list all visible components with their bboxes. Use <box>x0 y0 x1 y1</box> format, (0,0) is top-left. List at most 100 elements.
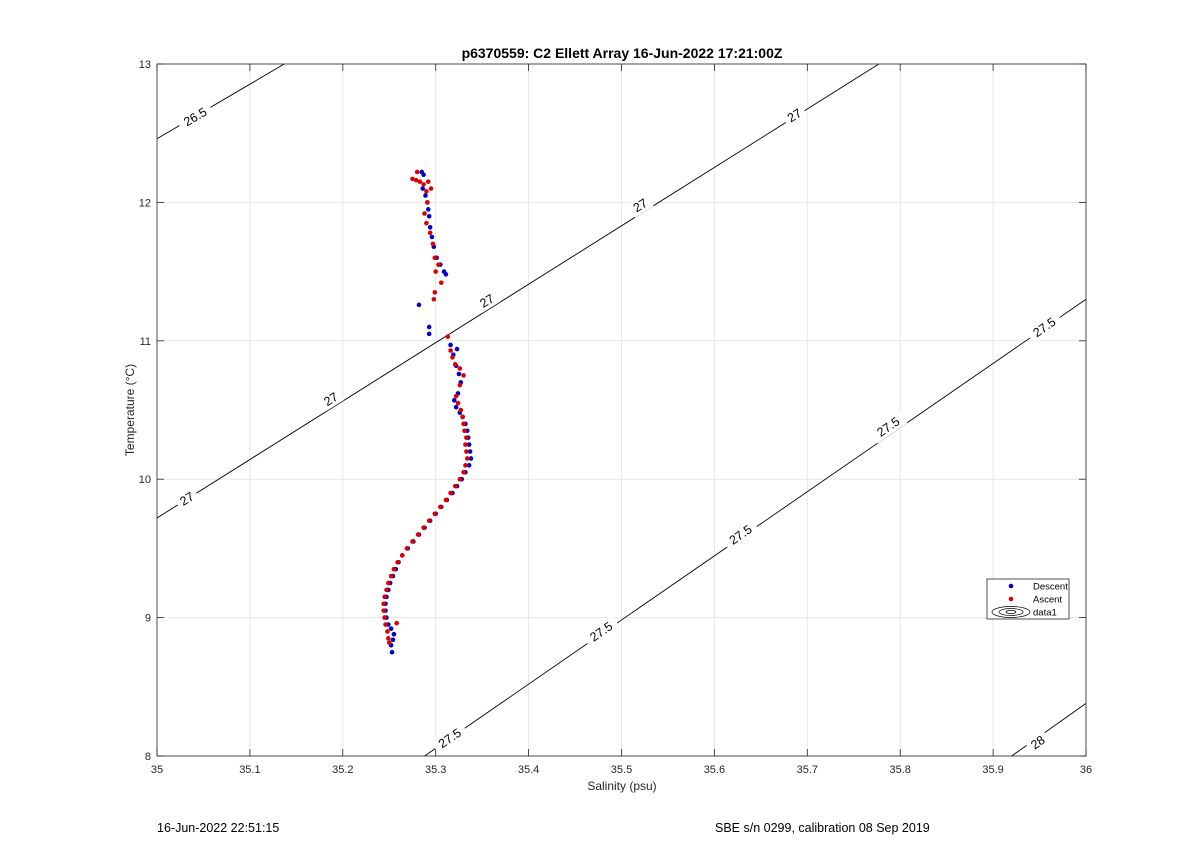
isopycnal-label-bg <box>721 517 760 552</box>
isopycnal-label-text: 27 <box>631 196 650 215</box>
series-ascent <box>381 169 470 645</box>
data-point-ascent <box>399 553 405 558</box>
data-point-ascent <box>463 442 468 447</box>
isopycnal-label-bg <box>317 386 345 412</box>
data-point-ascent <box>395 559 400 565</box>
data-point-ascent <box>464 456 470 461</box>
data-point-ascent <box>461 421 466 427</box>
data-point-ascent <box>415 532 421 537</box>
data-point-descent <box>448 342 453 348</box>
legend-label-descent: Descent <box>1033 582 1068 593</box>
data-point-ascent <box>381 601 386 607</box>
data-point-ascent <box>463 463 468 468</box>
contour-legend-ring <box>991 606 1031 618</box>
data-point-descent <box>423 193 428 198</box>
data-point-ascent <box>427 230 433 236</box>
y-tick-label: 12 <box>139 197 151 209</box>
data-point-ascent <box>464 435 469 440</box>
data-point-ascent <box>455 400 461 406</box>
isopycnal-label-text: 27 <box>477 291 496 310</box>
data-point-descent <box>426 324 432 330</box>
x-tick-label: 35.5 <box>611 764 632 776</box>
isopycnal-label: 28 <box>1024 729 1052 756</box>
data-point-ascent <box>424 220 429 226</box>
data-point-ascent <box>388 573 394 579</box>
isopycnal-label: 27.5 <box>430 721 469 755</box>
data-point-ascent <box>426 518 432 524</box>
x-tick-label: 35.7 <box>797 764 818 776</box>
isopycnal-label-bg <box>173 485 201 512</box>
data-point-ascent <box>432 290 438 295</box>
isopycnal-line <box>156 63 880 519</box>
data-point-ascent <box>385 629 390 634</box>
data-point-descent <box>426 213 432 219</box>
isopycnal-label-bg <box>430 721 469 755</box>
data-point-ascent <box>383 622 388 627</box>
data-point-ascent <box>386 580 391 586</box>
data-point-ascent <box>386 640 392 645</box>
data-point-ascent <box>452 362 458 367</box>
print-timestamp: 16-Jun-2022 22:51:15 <box>157 821 280 835</box>
data-point-ascent <box>386 636 391 641</box>
data-point-ascent <box>432 511 438 517</box>
data-point-descent <box>427 225 433 230</box>
data-point-ascent <box>421 182 426 187</box>
legend-label-data1: data1 <box>1033 608 1057 619</box>
data-point-descent <box>468 456 474 461</box>
x-tick-label: 36 <box>1080 764 1092 776</box>
data-point-ascent <box>382 615 387 620</box>
data-point-ascent <box>433 269 439 274</box>
data-point-ascent <box>453 393 459 399</box>
data-point-descent <box>426 331 432 337</box>
x-tick-label: 35.6 <box>704 764 725 776</box>
data-point-ascent <box>460 414 465 420</box>
legend-label-ascent: Ascent <box>1033 595 1062 606</box>
isopycnal-line <box>156 63 285 140</box>
data-point-ascent <box>381 608 386 613</box>
contour-legend-icon <box>991 606 1031 618</box>
data-point-ascent <box>421 525 426 530</box>
data-point-ascent <box>391 566 397 572</box>
data-point-descent <box>453 404 459 410</box>
data-point-descent <box>391 631 397 637</box>
x-axis-label: Salinity (psu) <box>587 779 656 793</box>
y-tick-label: 8 <box>145 751 151 763</box>
isopycnal-label: 27 <box>473 288 501 314</box>
data-point-ascent <box>450 355 455 360</box>
data-point-ascent <box>414 169 420 175</box>
contour-legend-ring <box>998 608 1024 616</box>
data-point-ascent <box>404 546 410 551</box>
data-point-ascent <box>425 200 430 205</box>
data-point-ascent <box>462 428 467 434</box>
data-point-ascent <box>428 186 434 191</box>
contour-legend-ring <box>1005 610 1017 614</box>
x-tick-label: 35 <box>151 764 163 776</box>
data-point-descent <box>390 637 396 643</box>
data-point-descent <box>456 371 462 377</box>
data-point-ascent <box>457 382 463 388</box>
isopycnal-label: 27 <box>626 192 654 218</box>
data-point-ascent <box>457 476 463 482</box>
data-point-descent <box>389 649 395 655</box>
isopycnal-label-bg <box>1024 310 1064 344</box>
y-axis-label: Temperature (°C) <box>123 364 137 456</box>
data-point-descent <box>454 346 460 352</box>
data-point-descent <box>466 442 472 447</box>
data-point-ascent <box>458 407 464 413</box>
x-tick-label: 35.2 <box>332 764 353 776</box>
data-point-ascent <box>461 373 466 378</box>
data-point-ascent <box>436 262 441 267</box>
isopycnal-label-text: 27 <box>321 390 340 409</box>
axis-ticks: 35 35.1 35.2 35.3 35.4 35.5 35.6 35.7 35.8 35.9 36… <box>139 59 1092 776</box>
data-point-ascent <box>425 179 431 184</box>
data-point-descent <box>451 398 457 403</box>
isopycnal-label-bg <box>473 288 501 314</box>
isopycnal-label-bg <box>175 100 215 133</box>
data-point-ascent <box>443 497 449 503</box>
data-point-ascent <box>410 176 415 182</box>
chart-title: p6370559: C2 Ellett Array 16-Jun-2022 17… <box>462 45 783 61</box>
data-point-ascent <box>452 483 458 489</box>
instrument-calibration: SBE s/n 0299, calibration 08 Sep 2019 <box>715 821 930 835</box>
x-tick-label: 35.3 <box>425 764 446 776</box>
